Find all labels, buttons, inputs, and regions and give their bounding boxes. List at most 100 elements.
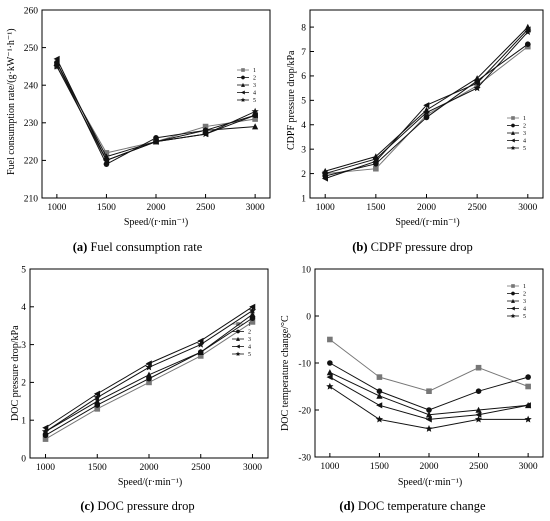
chart-d-legend-label: 2 [523, 292, 526, 298]
chart-c-series-3-point [94, 398, 101, 405]
chart-c-caption-letter: (c) [80, 499, 95, 513]
chart-panel-d: 1000 1500 2000 2500 3000 -30 -20 -10 0 10 1 2 3 4 5 DO… [275, 261, 550, 521]
chart-c-ytick-label: 3 [21, 341, 26, 351]
chart-d-series-3-point [326, 369, 333, 376]
chart-b-legend-marker [510, 130, 516, 135]
chart-d-legend-label: 1 [523, 284, 526, 290]
chart-b-series-4-point [473, 80, 480, 87]
chart-c-series-4-point [145, 360, 152, 367]
chart-c-series-4-point [42, 424, 49, 431]
chart-d-series-2-point [426, 407, 432, 413]
chart-b-xtick-label: 2500 [468, 203, 487, 213]
chart-d-series-3-point [425, 411, 433, 418]
chart-a-series-4-line [56, 58, 256, 162]
chart-a-xtick-label: 2000 [147, 203, 166, 213]
chart-d-legend-label: 3 [523, 299, 526, 305]
chart-c-ytick-label: 5 [21, 265, 26, 275]
chart-d-caption-letter: (d) [339, 499, 355, 513]
chart-c-series-3-point [249, 311, 256, 318]
chart-a-series-3-point [252, 123, 259, 130]
chart-a-svg: 1000 1500 2000 2500 3000 210 220 230 240 250 260 1 2… [24, 6, 271, 213]
chart-c-series-5-point [145, 363, 153, 371]
chart-c-series-1-point [146, 379, 152, 386]
chart-d-series-5-point [474, 415, 483, 423]
chart-d-legend-marker [511, 284, 515, 288]
chart-b-series-1-point [373, 165, 379, 172]
chart-a-series-2-line [56, 62, 256, 165]
chart-d-series-5-point [375, 415, 384, 423]
chart-d-series-4-point [326, 374, 333, 381]
chart-b-series-5-point [473, 84, 481, 92]
chart-d-series-4-point [524, 402, 531, 409]
chart-b-xtick-label: 3000 [518, 203, 537, 213]
chart-c-xtick-label: 2000 [140, 463, 159, 473]
chart-a-series-5-point [53, 62, 61, 70]
chart-a-ytick-label: 220 [24, 157, 39, 167]
chart-d-series-4-point [425, 416, 432, 423]
chart-c-legend-label: 2 [248, 330, 251, 336]
chart-b-series-3-line [325, 26, 529, 172]
chart-a-ytick-label: 250 [24, 44, 39, 54]
chart-d-series-1-point [525, 383, 531, 390]
chart-a-legend-label: 4 [253, 91, 256, 97]
chart-d-ytick-label: 0 [306, 312, 311, 322]
chart-b-legend-marker [510, 138, 515, 143]
chart-b-legend-label: 1 [523, 116, 526, 122]
chart-c-series-5-point [248, 306, 257, 314]
chart-a-caption-letter: (a) [72, 240, 88, 254]
chart-a-ytick-label: 240 [24, 82, 39, 92]
chart-a-series-5-point [251, 107, 259, 115]
chart-panel-b: 1000 1500 2000 2500 3000 1 2 3 4 5 6 7 8 1 2 3 4 5 CDPF p… [275, 0, 550, 261]
chart-b-legend-marker [511, 116, 515, 120]
chart-b-ytick-label: 8 [301, 23, 306, 33]
chart-a-xtick-label: 1000 [47, 203, 66, 213]
chart-b-series-5-point [422, 108, 431, 116]
chart-b-series-5-point [524, 28, 532, 36]
chart-c-series-4-point [249, 303, 256, 310]
chart-c-legend-marker [235, 351, 241, 356]
chart-d-series-1-point [426, 388, 432, 394]
chart-a-series-5-line [56, 66, 256, 162]
chart-b-ytick-label: 4 [301, 121, 306, 131]
chart-b-ytick-label: 6 [301, 72, 306, 82]
chart-a-xtick-label: 3000 [246, 203, 265, 213]
chart-c-legend-label: 1 [248, 322, 251, 328]
chart-c-series-5-point [41, 427, 50, 435]
chart-a-legend-marker [240, 97, 246, 102]
chart-b-xlabel: Speed/(r·min⁻¹) [395, 217, 460, 228]
chart-d-legend-marker [510, 298, 516, 303]
chart-d-xtick-label: 3000 [519, 462, 538, 472]
chart-b-legend-marker [511, 123, 515, 128]
chart-d-xtick-label: 2000 [420, 462, 439, 472]
chart-d-series-1-point [327, 336, 333, 343]
chart-a-ylabel: Fuel consumption rate/(g·kW⁻¹·h⁻¹) [6, 28, 17, 175]
chart-b-legend-label: 5 [523, 146, 526, 152]
chart-b-ytick-label: 3 [301, 145, 306, 155]
chart-d-series-3-point [376, 392, 383, 399]
chart-d-xtick-label: 2500 [469, 462, 488, 472]
chart-a-series-4-point [53, 55, 60, 62]
chart-d-legend-marker [510, 313, 516, 318]
chart-c-xtick-label: 1500 [88, 463, 107, 473]
chart-a-series-1-point [103, 150, 110, 156]
chart-a-legend-label: 5 [253, 98, 256, 104]
chart-d-svg: 1000 1500 2000 2500 3000 -30 -20 -10 0 10 1 23 45 [298, 265, 544, 472]
chart-c-xtick-label: 3000 [243, 463, 262, 473]
chart-b-series-2-point [423, 114, 430, 121]
chart-a-caption: (a) Fuel consumption rate [0, 240, 275, 255]
chart-d-caption: (d) DOC temperature change [275, 499, 550, 514]
chart-b-ylabel: CDPF pressure drop/kPa [286, 50, 297, 150]
chart-b-ytick-label: 1 [301, 194, 306, 204]
chart-b-ytick-label: 2 [301, 170, 306, 180]
chart-c-caption: (c) DOC pressure drop [0, 499, 275, 514]
chart-a-series-5-point [152, 137, 160, 145]
chart-d-series-2-point [327, 360, 333, 366]
chart-d-series-2-point [376, 388, 383, 394]
chart-c-series-1-point [94, 406, 101, 412]
chart-b-series-3-point [474, 75, 481, 82]
chart-d-series-1-line [329, 339, 529, 392]
chart-d-series-5-point [326, 382, 334, 390]
chart-c-legend-label: 3 [248, 337, 251, 343]
chart-b-legend-label: 2 [523, 124, 526, 130]
